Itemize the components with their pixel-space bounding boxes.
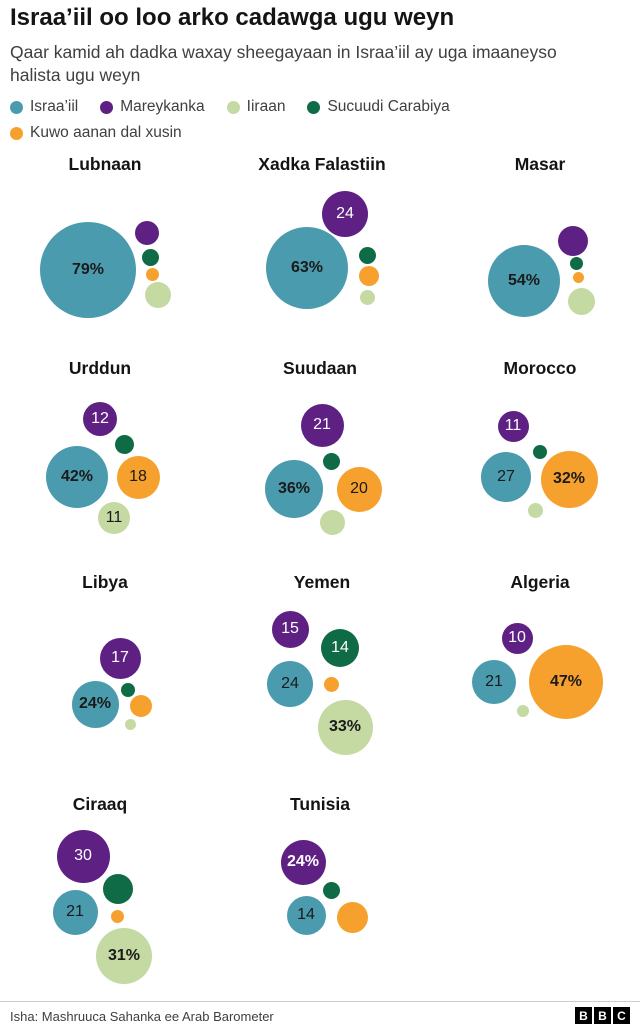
bubble-israil: 63% <box>266 227 348 309</box>
bubble-israil: 36% <box>265 460 323 518</box>
country-title: Algeria <box>510 572 570 592</box>
legend-label: Sucuudi Carabiya <box>327 98 450 115</box>
bubble-israil: 24 <box>267 661 313 707</box>
bubble-mareykanka: 21 <box>300 403 344 447</box>
bubble-israil: 79% <box>40 222 136 318</box>
bubble-israil: 21 <box>52 889 98 935</box>
country-title: Suudaan <box>283 358 357 378</box>
bubble-mareykanka <box>558 226 588 256</box>
bubble-iiraan <box>359 289 375 305</box>
bubble-kuwo: 20 <box>336 466 382 512</box>
bubble-mareykanka: 15 <box>271 610 309 648</box>
country-title: Tunisia <box>290 794 350 814</box>
legend-dot-icon <box>10 100 23 114</box>
bubble-israil: 54% <box>488 245 560 317</box>
bubble-kuwo <box>110 909 124 923</box>
bubble-sucuudi: 14 <box>321 629 359 667</box>
bubble-kuwo <box>359 266 379 286</box>
bubble-iiraan: 31% <box>96 928 152 984</box>
bubble-iiraan <box>319 509 345 535</box>
page-subtitle: Qaar kamid ah dadka waxay sheegayaan in … <box>10 41 557 85</box>
bubble-iiraan <box>124 718 136 730</box>
bubble-sucuudi <box>322 881 340 899</box>
bubble-kuwo: 47% <box>529 645 603 719</box>
bubble-mareykanka: 11 <box>497 410 529 442</box>
bubble-kuwo <box>145 267 159 281</box>
bubble-iiraan <box>517 705 529 717</box>
bubble-israil: 14 <box>286 895 326 935</box>
bbc-logo-block: B <box>575 1007 592 1024</box>
bubble-kuwo <box>336 901 368 933</box>
bubble-mareykanka: 12 <box>83 402 117 436</box>
bubble-israil: 24% <box>71 680 119 728</box>
legend-dot-icon <box>307 100 321 114</box>
country-title: Urddun <box>68 358 132 378</box>
bubble-kuwo: 32% <box>540 450 598 508</box>
bubble-sucuudi <box>569 256 583 270</box>
legend: Israa’iil Mareykanka Iiraan Sucuudi Carabiy… <box>10 98 630 142</box>
legend-label: Kuwo aanan dal xusin <box>30 124 182 141</box>
bubble-kuwo: 18 <box>116 455 160 499</box>
bubble-kuwo <box>572 271 584 283</box>
bubble-iiraan: 11 <box>98 502 130 534</box>
bubble-mareykanka: 24 <box>322 191 368 237</box>
legend-label: Iiraan <box>246 98 286 115</box>
bbc-logo-block: C <box>613 1007 630 1024</box>
footer: Isha: Mashruuca Sahanka ee Arab Baromete… <box>0 1001 640 1029</box>
country-title: Masar <box>514 154 566 174</box>
legend-label: Mareykanka <box>120 98 205 115</box>
bubble-israil: 21 <box>472 660 516 704</box>
legend-dot-icon <box>226 100 240 114</box>
header: Israa’iil oo loo arko cadawga ugu weyn Q… <box>10 4 630 86</box>
legend-item: Sucuudi Carabiya <box>307 98 450 116</box>
country-title: Xadka Falastiin <box>258 154 386 174</box>
bubble-sucuudi <box>114 434 134 454</box>
page-title: Israa’iil oo loo arko cadawga ugu weyn <box>10 4 455 31</box>
bubble-iiraan <box>145 282 171 308</box>
bubble-sucuudi <box>103 874 133 904</box>
country-title: Lubnaan <box>68 154 142 174</box>
bubble-mareykanka <box>135 221 159 245</box>
bubble-mareykanka: 24% <box>280 839 326 885</box>
bubble-mareykanka: 17 <box>99 637 141 679</box>
bubble-kuwo <box>130 695 152 717</box>
bubble-israil: 42% <box>46 446 108 508</box>
bubble-iiraan: 33% <box>317 699 373 755</box>
legend-item: Israa’iil <box>10 98 78 116</box>
bubble-israil: 27 <box>481 452 531 502</box>
legend-dot-icon <box>100 100 114 114</box>
legend-label: Israa’iil <box>30 98 79 115</box>
country-title: Libya <box>82 572 128 592</box>
bubble-sucuudi <box>533 445 547 459</box>
legend-item: Mareykanka <box>100 98 205 116</box>
country-title: Yemen <box>293 572 351 592</box>
country-title: Ciraaq <box>72 794 128 814</box>
legend-item: Iiraan <box>226 98 286 116</box>
legend-item: Kuwo aanan dal xusin <box>10 124 182 142</box>
source-text: Isha: Mashruuca Sahanka ee Arab Baromete… <box>10 1009 274 1024</box>
bubble-sucuudi <box>121 683 135 697</box>
bubble-mareykanka: 10 <box>501 622 533 654</box>
bubble-iiraan <box>567 287 595 315</box>
bbc-logo-block: B <box>594 1007 611 1024</box>
bubble-sucuudi <box>322 452 340 470</box>
bubble-sucuudi <box>358 246 376 264</box>
bubble-sucuudi <box>141 248 159 266</box>
country-title: Morocco <box>503 358 577 378</box>
bubble-iiraan <box>527 502 543 518</box>
bubble-kuwo <box>323 676 339 692</box>
bubble-mareykanka: 30 <box>56 829 110 883</box>
legend-dot-icon <box>10 126 23 140</box>
